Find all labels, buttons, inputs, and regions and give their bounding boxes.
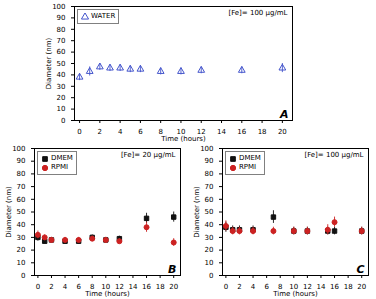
svg-text:20: 20 — [17, 246, 26, 254]
svg-text:8: 8 — [90, 283, 95, 292]
svg-text:C: C — [356, 263, 364, 276]
svg-text:Diameter (nm): Diameter (nm) — [193, 186, 201, 238]
svg-text:Diameter (nm): Diameter (nm) — [5, 186, 13, 238]
svg-text:10: 10 — [176, 128, 186, 137]
svg-text:6: 6 — [138, 128, 143, 136]
html-text:DMEM: DMEM — [51, 154, 73, 162]
svg-text:20: 20 — [278, 128, 287, 136]
svg-text:30: 30 — [17, 234, 26, 242]
html-text:WATER: WATER — [91, 12, 116, 20]
svg-text:70: 70 — [57, 37, 66, 45]
html-text:RPMI: RPMI — [51, 163, 69, 171]
svg-text:2: 2 — [237, 283, 241, 291]
svg-text:[Fe]= 100 μg/mL: [Fe]= 100 μg/mL — [228, 9, 287, 17]
svg-text:0: 0 — [224, 283, 228, 291]
svg-text:0: 0 — [36, 283, 40, 291]
svg-text:8: 8 — [158, 128, 163, 137]
svg-text:B: B — [168, 263, 176, 276]
svg-text:20: 20 — [357, 283, 366, 291]
html-text:10 12: 10 12 — [289, 283, 312, 292]
html-text:RPMI: RPMI — [239, 163, 257, 171]
svg-text:20: 20 — [169, 283, 178, 291]
svg-text:2: 2 — [98, 128, 102, 136]
svg-text:80: 80 — [17, 170, 26, 178]
svg-text:Time (hours): Time (hours) — [272, 290, 318, 298]
svg-text:90: 90 — [205, 157, 214, 165]
html-text:10 12: 10 12 — [101, 283, 124, 292]
svg-text:4: 4 — [63, 283, 68, 291]
svg-text:8: 8 — [278, 283, 283, 292]
svg-text:6: 6 — [76, 283, 81, 291]
svg-text:80: 80 — [205, 170, 214, 178]
svg-text:16: 16 — [237, 128, 246, 136]
svg-text:Time (hours): Time (hours) — [84, 290, 130, 298]
svg-text:[Fe]= 100 μg/mL: [Fe]= 100 μg/mL — [304, 151, 363, 159]
svg-text:60: 60 — [17, 196, 26, 204]
svg-text:70: 70 — [205, 183, 214, 191]
svg-text:70: 70 — [17, 183, 26, 191]
svg-text:4: 4 — [118, 128, 123, 136]
svg-text:A: A — [279, 108, 289, 121]
svg-text:[Fe]= 20 μg/mL: [Fe]= 20 μg/mL — [121, 151, 176, 159]
svg-text:14: 14 — [217, 128, 226, 136]
svg-text:0: 0 — [77, 128, 81, 136]
svg-text:18: 18 — [344, 283, 353, 291]
svg-text:2: 2 — [49, 283, 53, 291]
svg-text:16: 16 — [142, 283, 151, 291]
svg-text:90: 90 — [17, 157, 26, 165]
svg-text:Time (hours): Time (hours) — [160, 135, 206, 143]
svg-text:18: 18 — [156, 283, 165, 291]
svg-text:40: 40 — [17, 221, 26, 229]
html-text:DMEM: DMEM — [239, 154, 261, 162]
svg-text:40: 40 — [57, 71, 66, 79]
svg-text:20: 20 — [57, 94, 66, 102]
svg-text:100: 100 — [12, 145, 25, 153]
svg-text:100: 100 — [52, 3, 65, 11]
svg-text:10: 10 — [17, 259, 26, 267]
svg-text:100: 100 — [200, 145, 213, 153]
svg-text:60: 60 — [205, 196, 214, 204]
svg-text:14: 14 — [317, 283, 326, 291]
svg-text:90: 90 — [57, 14, 66, 22]
svg-text:30: 30 — [57, 83, 66, 91]
svg-text:60: 60 — [57, 48, 66, 56]
svg-text:0: 0 — [61, 117, 65, 125]
svg-text:80: 80 — [57, 26, 66, 34]
svg-text:14: 14 — [129, 283, 138, 291]
svg-text:50: 50 — [17, 208, 26, 216]
svg-text:4: 4 — [251, 283, 256, 291]
svg-text:20: 20 — [205, 246, 214, 254]
svg-text:Diameter (nm): Diameter (nm) — [45, 37, 53, 89]
svg-text:50: 50 — [205, 208, 214, 216]
svg-text:18: 18 — [258, 128, 267, 136]
svg-text:10: 10 — [57, 105, 66, 113]
svg-text:12: 12 — [196, 128, 206, 137]
svg-text:40: 40 — [205, 221, 214, 229]
svg-text:10: 10 — [205, 259, 214, 267]
svg-text:6: 6 — [264, 283, 269, 291]
svg-text:30: 30 — [205, 234, 214, 242]
svg-text:16: 16 — [330, 283, 339, 291]
svg-text:0: 0 — [209, 272, 213, 280]
svg-text:50: 50 — [57, 60, 66, 68]
svg-text:0: 0 — [21, 272, 25, 280]
